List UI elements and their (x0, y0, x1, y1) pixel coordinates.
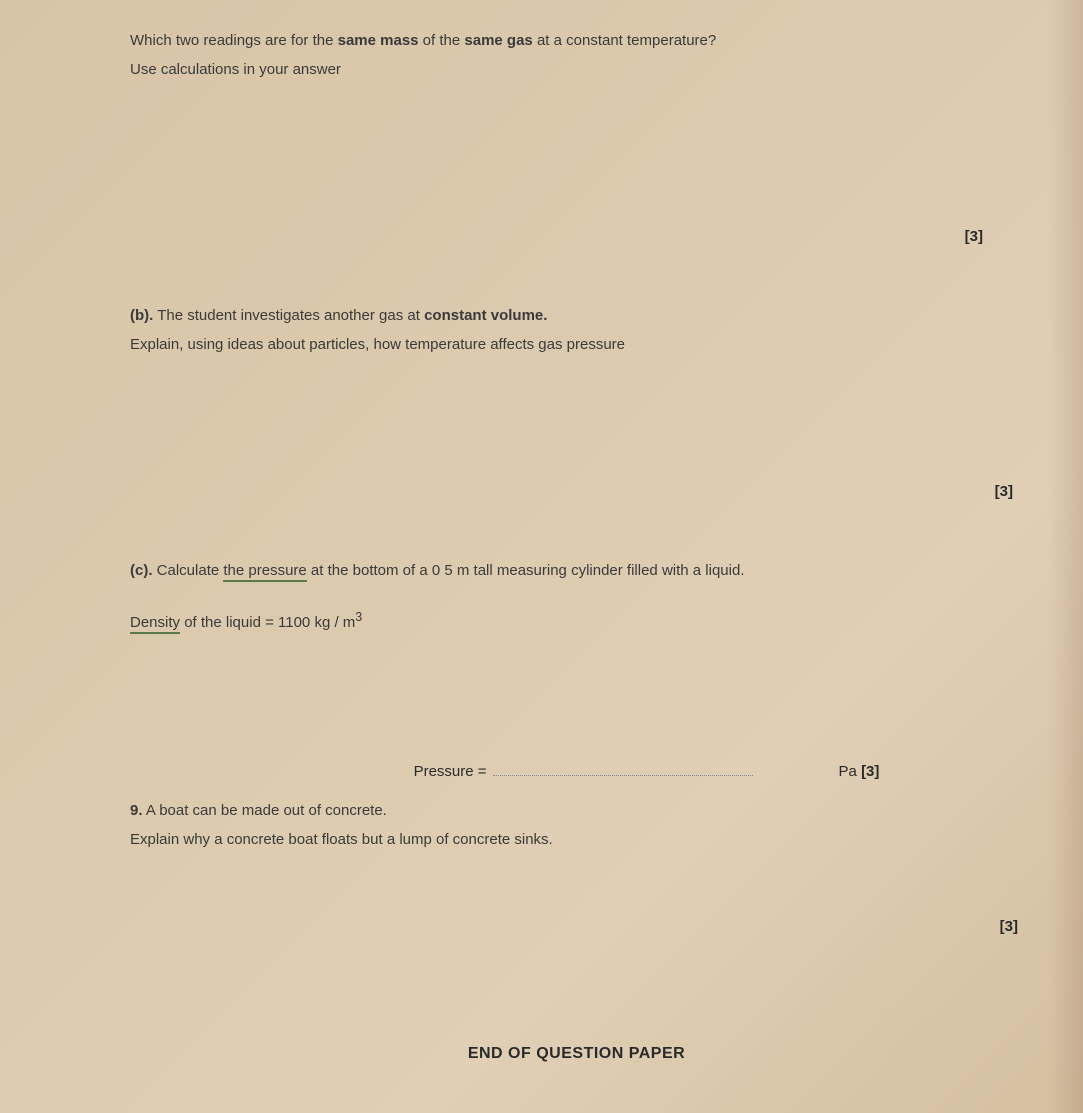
partb-marks: [3] (995, 483, 1013, 500)
qtop-line1-c: of the (419, 32, 465, 49)
partc-marks: [3] (861, 763, 879, 780)
end-of-paper: END OF QUESTION PAPER (130, 1045, 1023, 1063)
partb-marks-row: [3] (130, 483, 1023, 500)
partb-line1: (b). The student investigates another ga… (130, 305, 1023, 326)
qtop-line1-a: Which two readings are for the (130, 32, 338, 49)
partc-line1: (c). Calculate the pressure at the botto… (130, 560, 1023, 581)
partb-line2: Explain, using ideas about particles, ho… (130, 334, 1023, 355)
spacer (130, 858, 1023, 918)
partc-answer-row: Pressure = Pa [3] (130, 761, 1023, 780)
qtop-line1-d: same gas (464, 32, 532, 49)
partc-density-b: of the liquid = 1100 kg / m (180, 614, 355, 631)
spacer (130, 500, 1023, 560)
spacer (130, 641, 1023, 761)
q9-line1: 9. A boat can be made out of concrete. (130, 800, 1023, 821)
spacer (130, 780, 1023, 800)
spacer (130, 935, 1023, 995)
partc-density-a: Density (130, 614, 180, 634)
partb-text-b: constant volume. (424, 307, 547, 324)
qtop-marks: [3] (965, 228, 983, 245)
qtop-line1: Which two readings are for the same mass… (130, 30, 1023, 51)
page-shadow (1048, 0, 1083, 1113)
partc-unit: Pa (839, 763, 857, 780)
q9-marks-row: [3] (130, 918, 1023, 935)
q9-label: 9. (130, 802, 143, 819)
q9-marks: [3] (1000, 918, 1018, 935)
partc-text-c: at the bottom of a 0 5 m tall measuring … (307, 562, 745, 579)
partc-density-sup: 3 (355, 610, 362, 624)
partc-answer-blank (493, 761, 753, 776)
q9-line2: Explain why a concrete boat floats but a… (130, 829, 1023, 850)
qtop-line1-b: same mass (338, 32, 419, 49)
spacer (130, 363, 1023, 483)
partc-text-b: the pressure (223, 562, 306, 582)
partb-label: (b). (130, 307, 153, 324)
partc-unit-marks: Pa [3] (839, 763, 880, 780)
partb-text-a: The student investigates another gas at (153, 307, 424, 324)
q9-text1: A boat can be made out of concrete. (143, 802, 387, 819)
qtop-marks-row: [3] (130, 228, 1023, 245)
qtop-line2: Use calculations in your answer (130, 59, 1023, 80)
partc-density: Density of the liquid = 1100 kg / m3 (130, 609, 1023, 633)
spacer (130, 245, 1023, 305)
spacer (130, 589, 1023, 609)
spacer (130, 88, 1023, 228)
partc-label: (c). (130, 562, 153, 579)
qtop-line1-e: at a constant temperature? (533, 32, 716, 49)
exam-page: Which two readings are for the same mass… (0, 0, 1083, 1113)
partc-text-a: Calculate (153, 562, 224, 579)
partc-answer-label: Pressure = (414, 763, 487, 780)
